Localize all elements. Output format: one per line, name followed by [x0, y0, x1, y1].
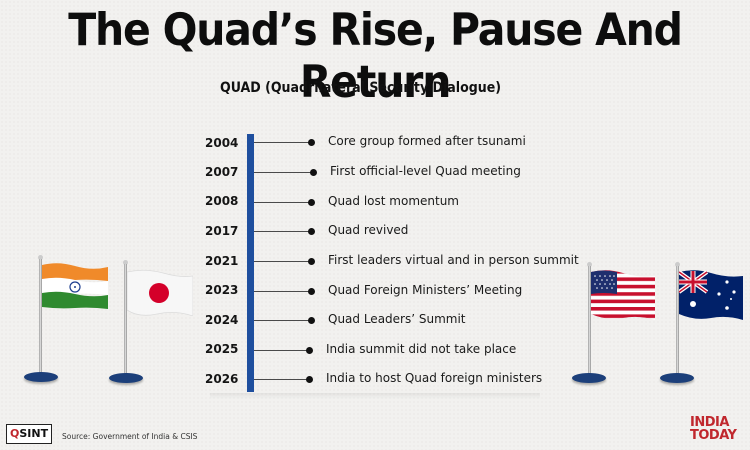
- usa-flag-stand: [572, 262, 668, 386]
- event-dot: [306, 347, 313, 354]
- event-dot: [308, 139, 315, 146]
- page-subtitle: QUAD (Quadrilateral Security Dialogue): [220, 80, 502, 96]
- connector-line: [254, 261, 310, 262]
- timeline-year: 2023: [205, 283, 239, 297]
- india-flag-stand: [24, 255, 118, 385]
- connector-line: [254, 379, 308, 380]
- india-flag-icon: [42, 263, 108, 309]
- connector-line: [254, 350, 308, 351]
- event-dot: [308, 317, 315, 324]
- timeline-shadow: [210, 393, 540, 399]
- australia-flag-stand: [660, 262, 750, 386]
- event-dot: [308, 228, 315, 235]
- event-dot: [310, 169, 317, 176]
- timeline-year: 2008: [205, 194, 239, 208]
- timeline-bar: [247, 134, 254, 392]
- japan-flag-stand: [109, 260, 202, 386]
- event-dot: [308, 288, 315, 295]
- event-label: Core group formed after tsunami: [328, 134, 526, 148]
- osint-logo: QSINT: [6, 424, 53, 444]
- timeline-year: 2007: [205, 165, 239, 179]
- page-title: The Quad’s Rise, Pause And Return: [68, 4, 683, 108]
- timeline-year: 2004: [205, 136, 239, 150]
- event-label: Quad lost momentum: [328, 194, 459, 208]
- event-label: India to host Quad foreign ministers: [326, 371, 543, 385]
- event-dot: [308, 258, 315, 265]
- event-label: First leaders virtual and in person summ…: [328, 253, 579, 267]
- event-label: Quad Leaders’ Summit: [328, 312, 466, 326]
- event-label: India summit did not take place: [326, 342, 517, 356]
- source-note: Source: Government of India & CSIS: [62, 432, 198, 441]
- connector-line: [254, 202, 310, 203]
- timeline-year: 2021: [205, 254, 239, 268]
- event-dot: [308, 199, 315, 206]
- india-today-logo: INDIA TODAY: [690, 415, 737, 443]
- japan-flag-icon: [127, 269, 193, 316]
- connector-line: [254, 172, 312, 173]
- connector-line: [254, 142, 310, 143]
- timeline-year: 2025: [205, 342, 239, 356]
- event-label: Quad revived: [328, 223, 409, 237]
- connector-line: [254, 320, 310, 321]
- event-label: First official-level Quad meeting: [330, 164, 521, 178]
- timeline-year: 2024: [205, 313, 239, 327]
- australia-flag-icon: [679, 270, 743, 320]
- usa-flag-icon: [591, 270, 655, 320]
- connector-line: [254, 291, 310, 292]
- event-dot: [306, 376, 313, 383]
- timeline-year: 2017: [205, 224, 239, 238]
- connector-line: [254, 231, 310, 232]
- event-label: Quad Foreign Ministers’ Meeting: [328, 283, 523, 297]
- timeline-year: 2026: [205, 372, 239, 386]
